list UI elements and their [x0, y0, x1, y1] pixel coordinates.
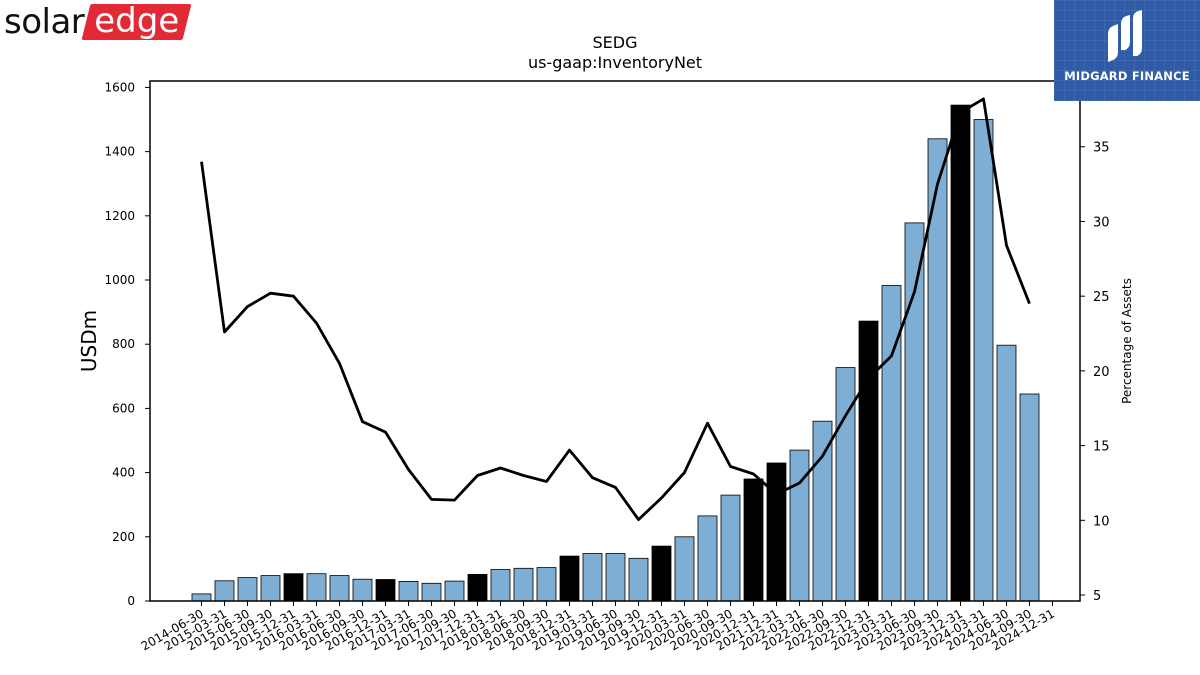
bar-2022-03-31	[789, 449, 810, 602]
y2-tick-label: 20	[1093, 365, 1110, 380]
y-tick-label: 1000	[104, 273, 135, 287]
logo-text-edge: edge	[94, 1, 180, 41]
bar-2017-03-31	[398, 581, 419, 602]
bar-2022-12-31	[858, 320, 879, 602]
bar-2016-12-31	[375, 579, 396, 602]
plot-frame	[149, 80, 1081, 602]
logo-text-edge-box: edge	[81, 1, 192, 41]
bar-2018-09-30	[536, 567, 557, 602]
y-tick-label: 400	[112, 466, 135, 480]
chart-title: SEDG	[593, 33, 638, 52]
y2-tick-label: 10	[1093, 514, 1110, 529]
y-tick-label: 1400	[104, 145, 135, 159]
bar-2024-09-30	[1019, 393, 1040, 602]
bar-2021-12-31	[766, 462, 787, 602]
bar-2018-12-31	[559, 555, 580, 602]
bar-2019-06-30	[605, 553, 626, 602]
bar-2018-03-31	[490, 569, 511, 602]
bar-2018-06-30	[513, 567, 534, 602]
y-tick-label: 200	[112, 530, 135, 544]
bar-2023-06-30	[904, 222, 925, 602]
bar-2019-03-31	[582, 553, 603, 602]
bar-2023-03-31	[881, 285, 902, 602]
y2-axis-label: Percentage of Assets	[1120, 278, 1134, 404]
midgard-logo-text: MIDGARD FINANCE	[1064, 69, 1190, 83]
bar-2017-12-31	[467, 574, 488, 602]
bar-2024-06-30	[996, 344, 1017, 602]
bar-2015-12-31	[283, 573, 304, 602]
bar-2020-06-30	[697, 515, 718, 602]
y-tick-label: 600	[112, 401, 135, 415]
y2-tick-label: 5	[1093, 589, 1101, 604]
bar-group	[191, 104, 1040, 602]
bar-2017-06-30	[421, 582, 442, 602]
logo-text-solar: solar	[4, 2, 85, 42]
left-axis-ticks: 0 200 400 600 800 1000 1200 1400 1600	[104, 80, 150, 608]
solaredge-logo: solar edge	[4, 1, 192, 42]
bar-2022-06-30	[812, 420, 833, 602]
bar-2020-09-30	[720, 494, 741, 602]
y-axis-label: USDm	[77, 310, 101, 372]
bar-2016-03-31	[306, 573, 327, 602]
bar-2015-09-30	[260, 575, 281, 602]
bar-2015-06-30	[237, 577, 258, 602]
right-axis-ticks: 5 10 15 20 25 30 35	[1080, 141, 1110, 604]
y2-tick-label: 25	[1093, 290, 1110, 305]
bar-2023-12-31	[950, 104, 971, 602]
y-tick-label: 0	[127, 594, 135, 608]
bar-2019-12-31	[651, 545, 672, 602]
bar-2016-09-30	[352, 578, 373, 602]
y-tick-label: 800	[112, 337, 135, 351]
midgard-finance-logo: MIDGARD FINANCE	[1054, 0, 1200, 101]
y2-tick-label: 30	[1093, 215, 1110, 230]
bar-2017-09-30	[444, 580, 465, 602]
bar-2023-09-30	[927, 138, 948, 602]
bar-2015-03-31	[214, 580, 235, 602]
bar-2020-12-31	[743, 478, 764, 602]
bar-2020-03-31	[674, 536, 695, 602]
chart-subtitle: us-gaap:InventoryNet	[528, 53, 702, 72]
y2-tick-label: 35	[1093, 141, 1110, 156]
y-tick-label: 1200	[104, 209, 135, 223]
y2-tick-label: 15	[1093, 440, 1110, 455]
y-tick-label: 1600	[104, 80, 135, 94]
bar-2014-06-30	[191, 593, 212, 602]
bar-2019-09-30	[628, 557, 649, 602]
percentage-line	[200, 97, 1031, 521]
x-axis-ticks: 2014-06-302015-03-312015-06-302015-09-30…	[139, 601, 1057, 653]
bar-2016-06-30	[329, 575, 350, 602]
bar-2024-03-31	[973, 119, 994, 602]
midgard-mark-icon	[1108, 10, 1142, 62]
